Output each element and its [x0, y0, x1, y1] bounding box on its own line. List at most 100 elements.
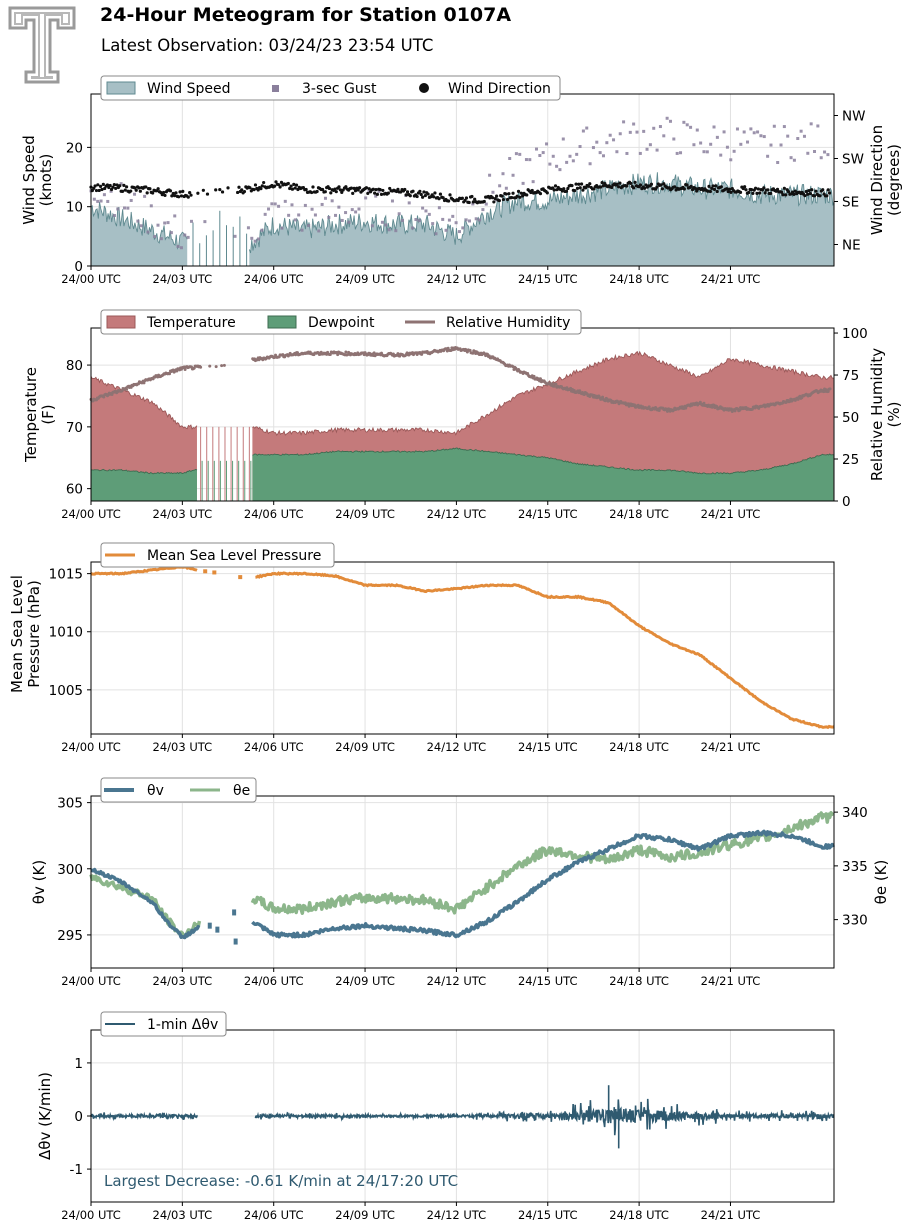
gust-point — [317, 229, 321, 233]
wind-direction-point — [725, 187, 729, 191]
wind-direction-point — [122, 183, 126, 187]
wind-direction-point — [743, 185, 747, 189]
wind-direction-point — [256, 188, 260, 192]
x-tick-label: 24/18 UTC — [609, 272, 669, 286]
wind-direction-point — [367, 187, 371, 191]
pressure-line — [255, 571, 835, 730]
humidity-point — [665, 409, 669, 413]
x-tick-label: 24/21 UTC — [701, 974, 761, 988]
theta-point — [207, 922, 212, 929]
x-tick-label: 24/06 UTC — [244, 740, 304, 754]
gust-point — [538, 154, 542, 158]
wind-direction-point — [460, 196, 464, 200]
x-tick-label: 24/18 UTC — [609, 507, 669, 521]
wind-direction-point — [98, 184, 103, 188]
dewpoint-area — [252, 447, 834, 501]
panel-theta: 24/00 UTC 24/03 UTC 24/06 UTC 24/09 UTC 24/1… — [30, 777, 890, 988]
gust-point — [163, 221, 167, 225]
wind-direction-point — [464, 196, 469, 200]
x-tick-label: 24/03 UTC — [153, 740, 213, 754]
wind-direction-point — [504, 192, 508, 196]
humidity-point — [657, 409, 661, 413]
wind-direction-point — [236, 190, 240, 195]
wind-direction-point — [134, 188, 138, 192]
plot-border — [90, 561, 835, 735]
gust-point — [575, 152, 579, 156]
gust-point — [468, 219, 472, 223]
humidity-point — [183, 367, 187, 371]
gust-point — [159, 237, 163, 241]
y-tick-label-right: 330 — [842, 913, 868, 929]
wind-direction-point — [578, 186, 582, 190]
gust-point — [642, 129, 646, 133]
y-tick-label: 0 — [74, 1109, 83, 1125]
y-tick-label-right: SW — [842, 152, 864, 168]
gust-point — [337, 205, 341, 209]
wind-direction-point — [333, 187, 337, 191]
wind-direction-point — [438, 192, 443, 196]
wind-direction-point — [286, 181, 290, 186]
gust-point — [109, 189, 113, 193]
gust-point — [792, 158, 796, 162]
gust-point — [662, 134, 666, 138]
gust-point — [384, 223, 388, 227]
legend-label: 3-sec Gust — [302, 81, 377, 97]
theta-e-line — [250, 810, 834, 916]
wind-direction-point — [220, 190, 225, 194]
gust-point — [675, 151, 679, 155]
gust-point — [692, 143, 696, 147]
humidity-point — [647, 405, 651, 409]
wind-direction-point — [357, 186, 362, 190]
wind-direction-point — [564, 189, 569, 193]
gust-point — [622, 120, 626, 124]
gust-point — [139, 224, 143, 228]
gust-point — [766, 154, 770, 158]
wind-direction-point — [278, 185, 282, 189]
gust-point — [618, 132, 622, 136]
wind-direction-point — [714, 184, 718, 188]
y-tick-label-right: 75 — [842, 368, 859, 384]
wind-direction-point — [148, 187, 152, 191]
gust-point — [437, 206, 441, 210]
wind-direction-point — [673, 185, 677, 189]
gust-point — [491, 190, 495, 194]
gust-point — [511, 173, 515, 177]
wind-direction-point — [237, 185, 241, 189]
wind-direction-point — [586, 184, 591, 188]
legend-box — [100, 75, 561, 101]
wind-direction-point — [101, 182, 105, 186]
wind-direction-point — [584, 186, 588, 190]
wind-direction-point — [516, 189, 521, 193]
wind-direction-point — [289, 184, 293, 188]
wind-direction-point — [685, 183, 689, 187]
wind-direction-point — [726, 189, 730, 194]
wind-direction-point — [156, 187, 160, 191]
legend-label: Relative Humidity — [446, 315, 570, 331]
y-tick-label: 10 — [66, 200, 83, 216]
gust-point — [344, 211, 348, 215]
legend-box — [100, 777, 257, 803]
wind-direction-point — [323, 190, 327, 194]
gust-point — [601, 154, 605, 158]
x-tick-label: 24/03 UTC — [153, 1208, 213, 1222]
wind-direction-point — [226, 186, 230, 190]
gust-point — [806, 151, 810, 155]
gust-point — [390, 199, 394, 203]
wind-direction-point — [111, 185, 115, 189]
wind-direction-point — [133, 186, 137, 190]
wind-direction-point — [273, 184, 277, 188]
legend-swatch — [267, 315, 297, 329]
gust-point — [819, 156, 823, 160]
legend-box — [100, 1011, 227, 1037]
wind-direction-point — [729, 190, 733, 194]
gust-point — [313, 213, 317, 217]
theta-point — [233, 938, 238, 945]
x-tick-label: 24/21 UTC — [701, 740, 761, 754]
wind-direction-point — [188, 190, 192, 195]
y-tick-label-right: NE — [842, 238, 861, 254]
gust-point — [504, 186, 508, 190]
wind-direction-point — [727, 187, 732, 191]
x-tick-label: 24/06 UTC — [244, 974, 304, 988]
y-axis-label-right-line: Relative Humidity — [868, 348, 886, 481]
